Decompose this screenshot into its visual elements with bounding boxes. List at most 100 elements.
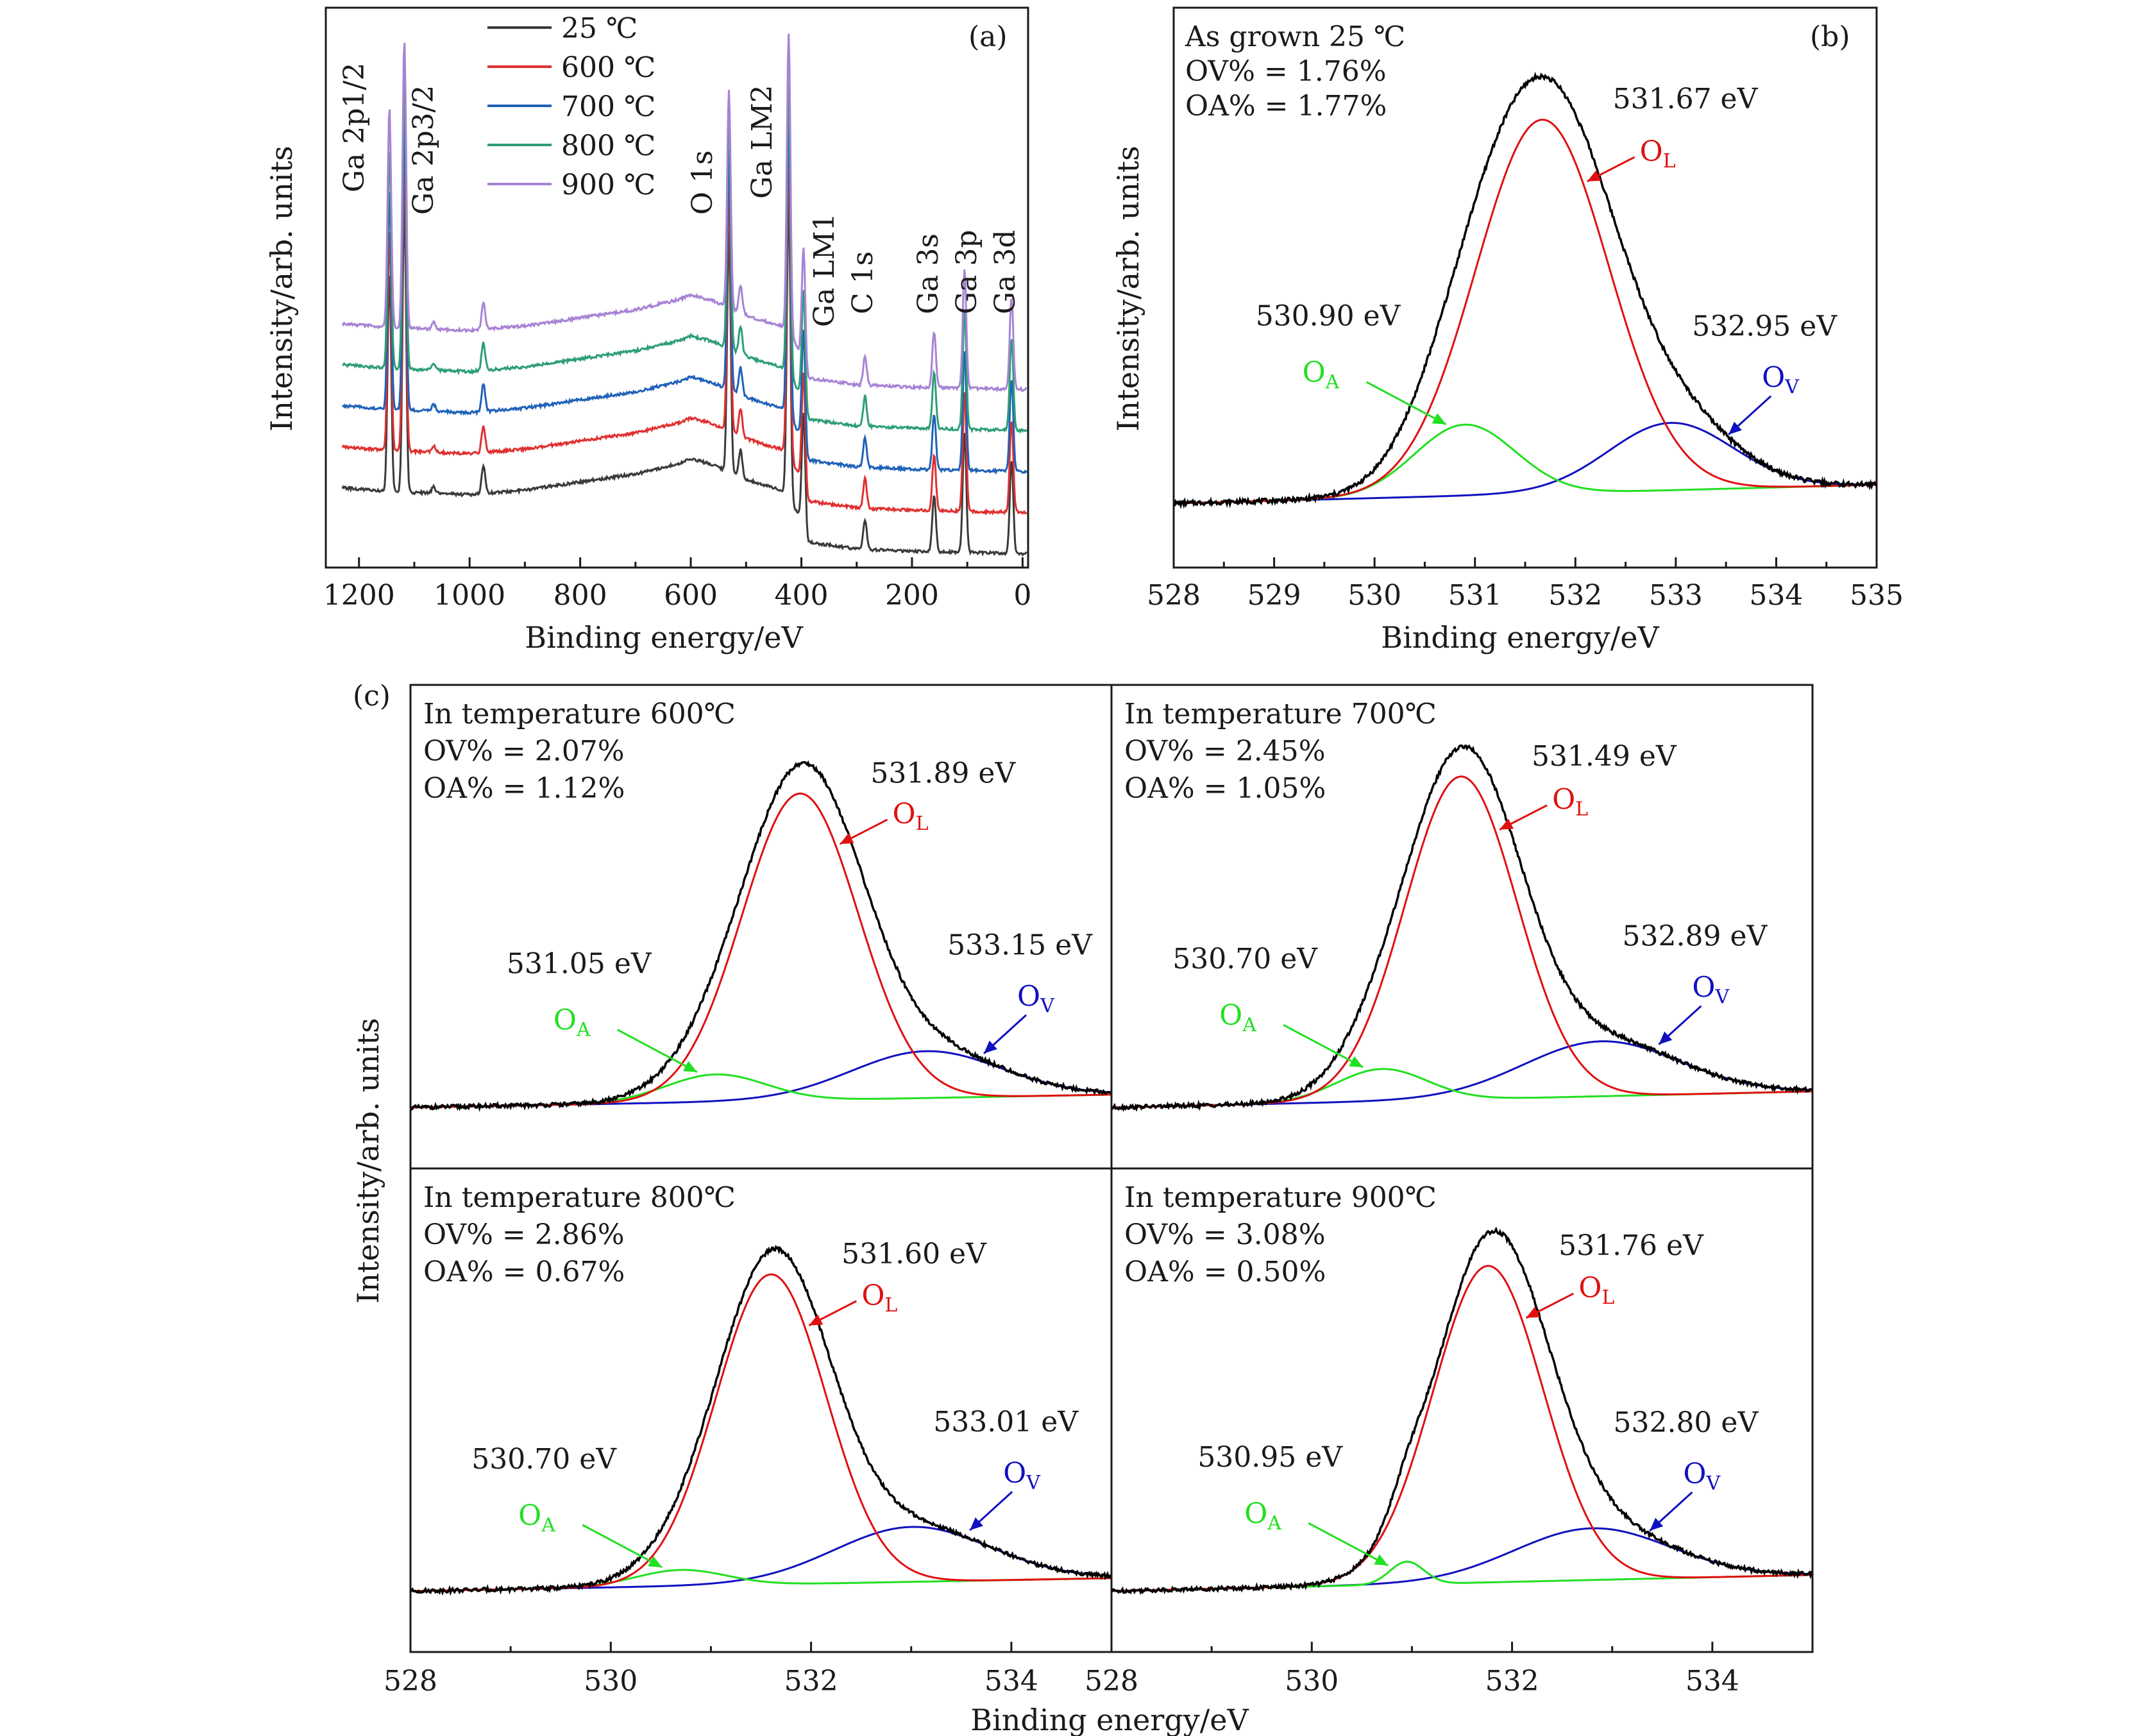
ov-arrow-head (1650, 1517, 1664, 1531)
ov-energy-annotation: 532.80 eV (1613, 1406, 1759, 1439)
x-tick-label: 528 (1147, 579, 1201, 612)
oa-component-curve (1174, 423, 1877, 505)
x-tick-label: 534 (984, 1665, 1038, 1698)
panel-b-label: (b) (1810, 21, 1850, 53)
measured-spectrum-curve (409, 1245, 1112, 1596)
panel-a: 1200 1000 800 600 400 200 0 (a) Binding energy… (264, 6, 1031, 655)
x-tick-label: 535 (1850, 579, 1904, 612)
x-tick-label: 532 (784, 1665, 838, 1698)
ov-symbol-label: OV (1692, 972, 1730, 1009)
ov-symbol-label: OV (1683, 1458, 1721, 1495)
panel-b-ov-text: OV% = 1.76% (1185, 55, 1387, 88)
oa-arrow-head (1374, 1554, 1389, 1566)
panel-c: 531.89 eV OL OV 533.15 eV OA 531.05 eV In temp… (351, 680, 1814, 1736)
oa-arrow (1308, 1522, 1389, 1567)
measured-spectrum-curve (1173, 71, 1877, 509)
ov-arrow-head (1659, 1031, 1673, 1045)
legend-label-800c: 800 ℃ (561, 130, 655, 162)
oa-symbol-label: OA (1244, 1497, 1281, 1535)
ol-symbol-label: OL (1552, 784, 1588, 821)
x-tick-label: 530 (584, 1665, 638, 1698)
subplot-oa-text: OA% = 1.12% (423, 772, 625, 805)
peak-label-ga-3d: Ga 3d (989, 230, 1022, 314)
x-tick-label: 200 (885, 579, 939, 612)
panel-b-curves: 531.67 eV OL OV 532.95 eV OA 530.90 eV (1173, 71, 1877, 509)
oa-energy-annotation: 530.95 eV (1197, 1441, 1343, 1474)
legend-label-700c: 700 ℃ (561, 90, 655, 123)
legend-label-25c: 25 ℃ (561, 12, 638, 45)
subplot-ov-text: OV% = 2.45% (1124, 735, 1326, 768)
panel-b-header: As grown 25 ℃ (1185, 21, 1405, 53)
ov-symbol-label: OV (1762, 362, 1800, 399)
x-tick-label: 534 (1749, 579, 1803, 612)
subplot-header: In temperature 700℃ (1124, 698, 1437, 730)
x-tick-label: 534 (1686, 1665, 1739, 1698)
peak-label-ga-3s: Ga 3s (912, 233, 945, 314)
x-tick-label: 532 (1548, 579, 1602, 612)
peak-label-ga-2p-3-2: Ga 2p3/2 (407, 85, 440, 215)
panel-a-label: (a) (968, 21, 1008, 53)
ol-symbol-label: OL (1578, 1272, 1614, 1309)
oa-component-curve (410, 1073, 1111, 1109)
x-tick-label: 1200 (323, 579, 395, 612)
subplot-header: In temperature 900℃ (1124, 1181, 1437, 1214)
ov-component-curve (410, 1050, 1112, 1109)
x-tick-label: 600 (664, 579, 718, 612)
panel-a-plot-frame (325, 6, 1029, 569)
ol-arrow-head (1500, 818, 1514, 830)
ov-component-curve (1174, 421, 1877, 505)
peak-label-ga-lm2: Ga LM2 (746, 85, 779, 199)
peak-label-ga-3p: Ga 3p (950, 230, 983, 314)
panel-a-series-group (341, 33, 1028, 557)
subplot-600c: 531.89 eV OL OV 533.15 eV OA 531.05 eV In temp… (409, 698, 1113, 1112)
ov-energy-annotation: 533.01 eV (933, 1406, 1079, 1438)
x-tick-label: 1000 (434, 579, 505, 612)
oa-energy-annotation: 530.70 eV (471, 1443, 617, 1476)
oa-arrow-head (1432, 413, 1446, 425)
ol-arrow-head (840, 832, 854, 845)
oa-energy-annotation: 531.05 eV (507, 948, 652, 981)
panel-c-subplots: 531.89 eV OL OV 533.15 eV OA 531.05 eV In temp… (409, 698, 1814, 1596)
series-line-800c (342, 74, 1027, 434)
ol-energy-annotation: 531.67 eV (1613, 83, 1759, 115)
ol-energy-annotation: 531.60 eV (841, 1238, 987, 1270)
ol-arrow-head (1526, 1306, 1541, 1319)
peak-label-ga-lm1: Ga LM1 (808, 213, 841, 327)
series-line-25c (341, 196, 1027, 557)
ov-symbol-label: OV (1017, 981, 1055, 1018)
ol-component-curve (1111, 1265, 1813, 1592)
oa-arrow (582, 1524, 663, 1569)
x-tick-label: 800 (553, 579, 607, 612)
oa-arrow-head (1349, 1056, 1364, 1068)
subplot-ov-text: OV% = 3.08% (1124, 1218, 1326, 1251)
subplot-700c: 531.49 eV OL OV 532.89 eV OA 530.70 eV In temp… (1110, 698, 1814, 1112)
panel-b: 531.67 eV OL OV 532.95 eV OA 530.90 eV 528 529… (1111, 6, 1904, 655)
panel-a-y-axis-label: Intensity/arb. units (264, 146, 299, 432)
panel-c-plot-frame (409, 684, 1814, 1653)
panel-c-x-ticks: 528 530 532 534 528 530 532 534 (384, 1642, 1739, 1698)
legend-label-600c: 600 ℃ (561, 51, 655, 84)
ol-energy-annotation: 531.76 eV (1559, 1229, 1704, 1262)
ov-energy-annotation: 532.89 eV (1623, 920, 1768, 953)
panel-a-x-axis-label: Binding energy/eV (525, 620, 803, 655)
subplot-header: In temperature 600℃ (423, 698, 736, 730)
panel-b-y-axis-label: Intensity/arb. units (1111, 146, 1145, 432)
ol-symbol-label: OL (893, 798, 929, 835)
measured-spectrum-curve (1110, 744, 1814, 1112)
panel-c-y-axis-label: Intensity/arb. units (351, 1018, 385, 1304)
series-line-600c (341, 157, 1027, 516)
oa-symbol-label: OA (1303, 357, 1340, 394)
ol-symbol-label: OL (861, 1279, 897, 1317)
ov-arrow-head (970, 1517, 984, 1531)
x-tick-label: 530 (1285, 1665, 1339, 1698)
subplot-oa-text: OA% = 1.05% (1124, 772, 1326, 805)
panel-a-peak-labels: Ga 2p1/2 Ga 2p3/2 O 1s Ga LM2 Ga LM1 C 1… (338, 63, 1022, 327)
x-tick-label: 0 (1013, 579, 1031, 612)
oa-energy-annotation: 530.90 eV (1256, 300, 1401, 333)
x-tick-label: 531 (1448, 579, 1502, 612)
panel-a-legend: 25 ℃ 600 ℃ 700 ℃ 800 ℃ 900 ℃ (487, 12, 655, 201)
x-tick-label: 400 (775, 579, 829, 612)
ov-arrow-head (1728, 421, 1742, 435)
ov-energy-annotation: 533.15 eV (947, 929, 1093, 962)
